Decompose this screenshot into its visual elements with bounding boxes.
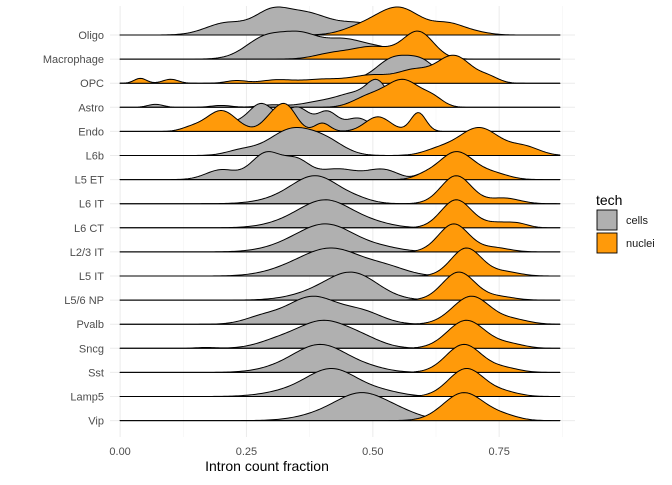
y-tick-label: Sncg — [79, 343, 104, 355]
legend-label-cells: cells — [626, 215, 649, 227]
legend: tech cells nuclei — [596, 192, 655, 254]
y-tick-label: Endo — [78, 126, 104, 138]
y-tick-label: Pvalb — [76, 319, 104, 331]
y-tick-label: L6b — [86, 151, 104, 163]
y-tick-label: Macrophage — [43, 54, 104, 66]
legend-title: tech — [596, 192, 622, 208]
legend-label-nuclei: nuclei — [626, 238, 655, 250]
ridge-row — [119, 151, 561, 181]
y-axis: Oligo Macrophage OPC Astro Endo L6b L5 ET L6 IT… — [43, 30, 104, 428]
legend-swatch-cells — [596, 209, 618, 231]
density-nuclei — [119, 392, 561, 422]
ridge-row — [119, 368, 561, 397]
density-nuclei — [119, 78, 561, 108]
ridges — [119, 6, 561, 422]
density-nuclei — [119, 127, 561, 156]
y-tick-label: L5 ET — [75, 175, 105, 187]
y-tick-label: L2/3 IT — [70, 247, 105, 259]
x-axis-title: Intron count fraction — [205, 458, 329, 474]
x-tick-label: 0.25 — [236, 446, 257, 458]
y-tick-label: L5 IT — [79, 271, 104, 283]
ridge-row — [119, 319, 561, 349]
y-tick-label: L6 CT — [74, 223, 104, 235]
x-tick-label: 0.00 — [109, 446, 130, 458]
ridge-row — [119, 78, 561, 108]
legend-swatch-nuclei — [596, 232, 618, 254]
x-tick-label: 0.75 — [488, 446, 509, 458]
density-nuclei — [119, 30, 561, 60]
y-tick-label: Lamp5 — [70, 392, 104, 404]
y-tick-label: Sst — [88, 367, 104, 379]
ridge-row — [119, 392, 561, 422]
y-tick-label: L5/6 NP — [64, 295, 104, 307]
ridge-row — [119, 6, 561, 36]
y-tick-label: Astro — [78, 102, 104, 114]
x-axis: 0.00 0.25 0.50 0.75 — [109, 446, 509, 458]
density-nuclei — [119, 319, 561, 349]
y-tick-label: OPC — [80, 78, 104, 90]
ridge-row — [119, 271, 561, 301]
ridge-row — [119, 54, 561, 84]
density-nuclei — [119, 271, 561, 301]
density-nuclei — [119, 368, 561, 397]
density-nuclei — [119, 151, 561, 181]
x-tick-label: 0.50 — [362, 446, 383, 458]
ridge-row — [119, 127, 561, 156]
density-nuclei — [119, 54, 561, 84]
y-tick-label: Vip — [88, 416, 104, 428]
y-tick-label: Oligo — [78, 30, 104, 42]
y-tick-label: L6 IT — [79, 199, 104, 211]
ridge-row — [119, 30, 561, 60]
density-nuclei — [119, 6, 561, 36]
